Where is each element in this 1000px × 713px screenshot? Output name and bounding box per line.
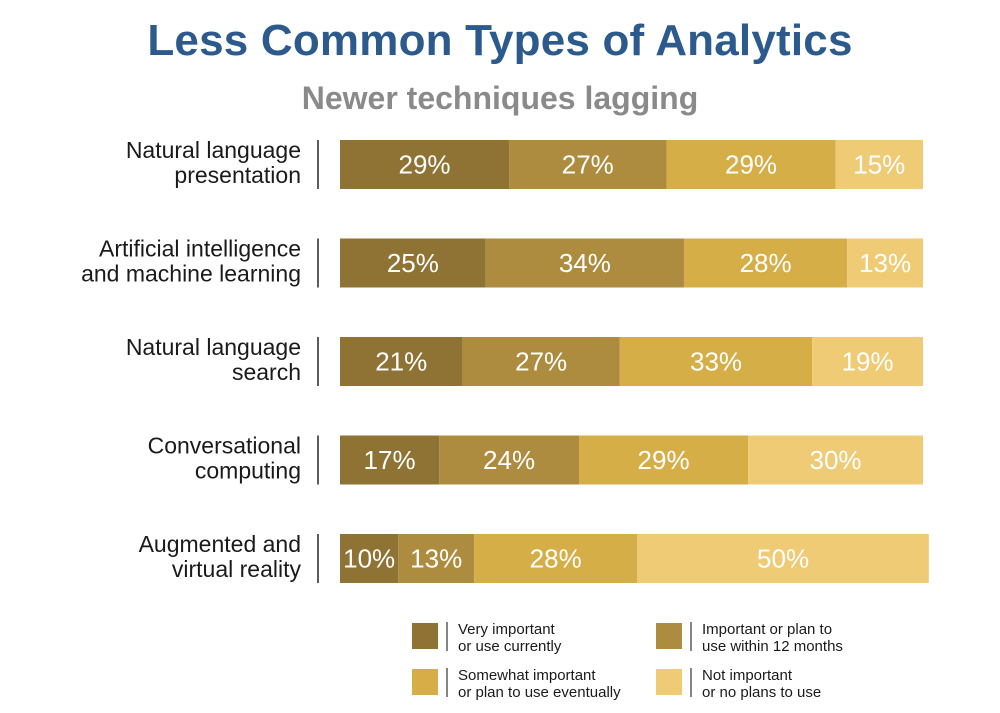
data-label: 24% [483,445,535,475]
legend-label: use within 12 months [702,638,843,655]
data-label: 19% [842,347,894,377]
bar-segment [439,435,580,485]
data-label: 28% [740,248,792,278]
bar-segment [340,337,463,386]
chart-subtitle: Newer techniques lagging [301,80,699,116]
chart-title: Less Common Types of Analytics [147,16,853,65]
data-label: 15% [853,150,905,180]
bar-segment [835,140,923,189]
legend-label: or plan to use eventually [458,684,621,701]
category-label: and machine learning [81,261,301,287]
data-label: 25% [387,248,439,278]
data-label: 29% [399,150,451,180]
category-label: presentation [174,162,301,188]
bar-segment [666,140,836,189]
bar-segment [847,238,923,288]
data-label: 10% [343,544,395,574]
data-label: 33% [690,347,742,377]
category-label: Conversational [148,433,301,459]
data-label: 17% [364,445,416,475]
category-label: Natural language [126,137,301,163]
bar-segment [340,238,486,288]
legend-swatch [412,623,438,649]
bar-segment [509,140,667,189]
bar-segment [474,534,638,583]
bar-segment [637,534,929,583]
legend-label: Somewhat important [458,667,596,684]
data-label: 13% [410,544,462,574]
bar-segment [812,337,923,386]
data-label: 27% [515,347,567,377]
category-label: Augmented and [139,531,301,557]
bar-segment [340,534,399,583]
bar-segment [485,238,684,288]
data-label: 30% [810,445,862,475]
category-label: Natural language [126,334,301,360]
legend-swatch [656,669,682,695]
data-label: 34% [559,248,611,278]
legend-label: Very important [458,621,556,638]
bar-segment [748,435,923,485]
category-label: search [232,359,301,385]
data-label: 27% [562,150,614,180]
data-label: 13% [859,248,911,278]
bar-segment [619,337,813,386]
bar-segment [683,238,848,288]
data-label: 28% [530,544,582,574]
category-label: Artificial intelligence [99,236,301,262]
bar-segment [340,435,440,485]
bar-segment [462,337,620,386]
bar-segment [579,435,749,485]
legend-label: or no plans to use [702,684,821,701]
legend-swatch [656,623,682,649]
category-label: virtual reality [172,556,302,582]
data-label: 21% [375,347,427,377]
category-label: computing [195,458,301,484]
legend-swatch [412,669,438,695]
data-label: 50% [757,544,809,574]
data-label: 29% [725,150,777,180]
legend-label: or use currently [458,638,562,655]
legend-label: Not important [702,667,793,684]
bar-segment [340,140,510,189]
bar-segment [398,534,475,583]
data-label: 29% [638,445,690,475]
legend-label: Important or plan to [702,621,832,638]
